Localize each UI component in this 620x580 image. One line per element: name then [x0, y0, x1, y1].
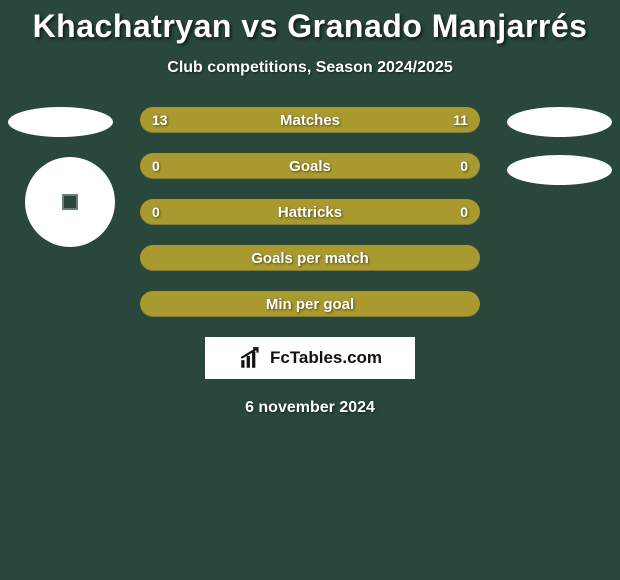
stat-hattricks-left: 0	[152, 204, 160, 220]
source-badge-text: FcTables.com	[270, 348, 382, 368]
stat-row-hattricks: 0 Hattricks 0	[140, 199, 480, 225]
stat-goals-right: 0	[460, 158, 468, 174]
stat-row-matches: 13 Matches 11	[140, 107, 480, 133]
date-label: 6 november 2024	[0, 399, 620, 417]
stat-row-goals: 0 Goals 0	[140, 153, 480, 179]
chart-icon	[238, 345, 264, 371]
stat-mpg-label: Min per goal	[266, 296, 354, 313]
left-team-ellipse	[8, 107, 113, 137]
stat-matches-label: Matches	[280, 112, 340, 129]
stat-goals-label: Goals	[289, 158, 331, 175]
stat-goals-left: 0	[152, 158, 160, 174]
comparison-content: 13 Matches 11 0 Goals 0 0 Hattricks 0 Go…	[0, 107, 620, 417]
right-team-ellipse-1	[507, 107, 612, 137]
stat-matches-right: 11	[453, 112, 468, 128]
stat-gpm-label: Goals per match	[251, 250, 369, 267]
stat-matches-left: 13	[152, 112, 168, 128]
page-subtitle: Club competitions, Season 2024/2025	[0, 59, 620, 77]
stat-row-goals-per-match: Goals per match	[140, 245, 480, 271]
left-team-badge	[25, 157, 115, 247]
page-title: Khachatryan vs Granado Manjarrés	[0, 0, 620, 45]
right-team-ellipse-2	[507, 155, 612, 185]
stat-hattricks-label: Hattricks	[278, 204, 342, 221]
left-team-badge-inner	[62, 194, 78, 210]
stat-row-min-per-goal: Min per goal	[140, 291, 480, 317]
source-badge: FcTables.com	[205, 337, 415, 379]
stat-hattricks-right: 0	[460, 204, 468, 220]
stat-rows: 13 Matches 11 0 Goals 0 0 Hattricks 0 Go…	[140, 107, 480, 317]
